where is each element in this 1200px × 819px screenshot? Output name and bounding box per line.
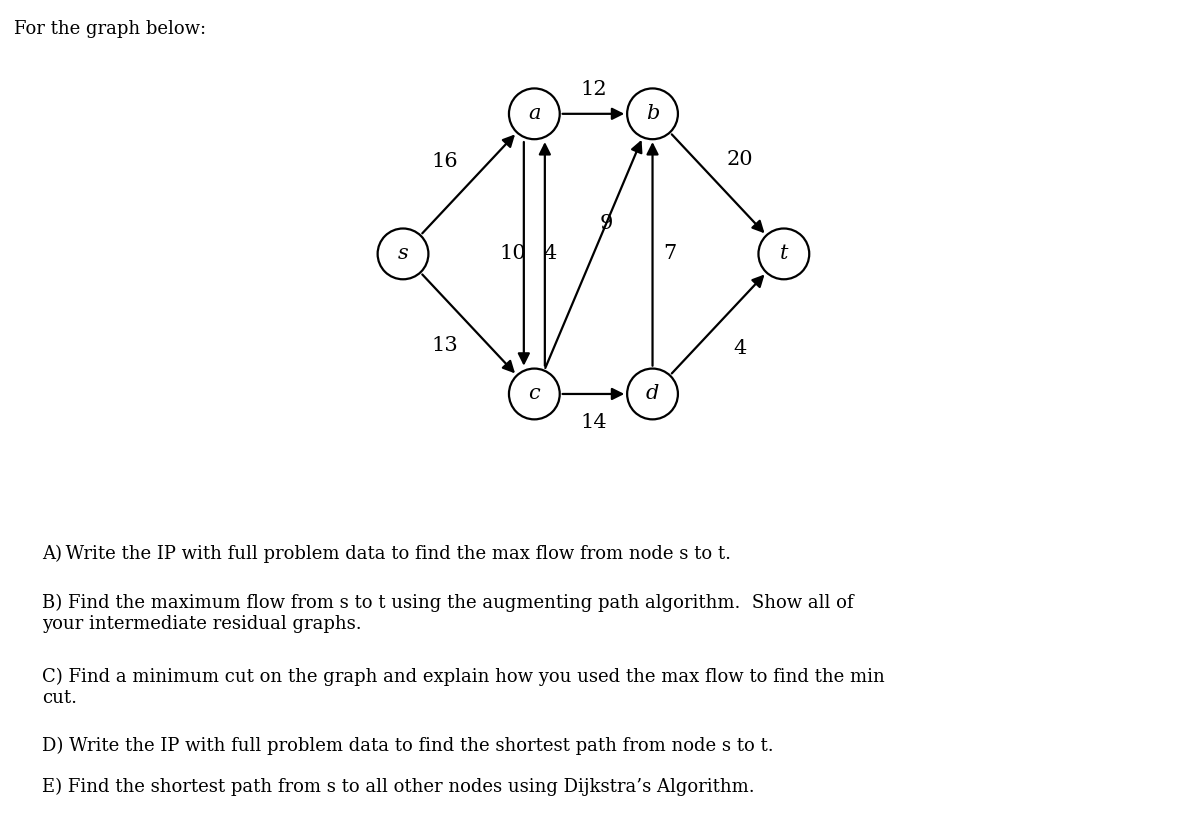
Text: 4: 4 xyxy=(544,244,557,264)
Circle shape xyxy=(378,229,428,279)
Circle shape xyxy=(628,369,678,419)
Text: s: s xyxy=(397,244,408,264)
Circle shape xyxy=(758,229,809,279)
Text: b: b xyxy=(646,104,659,124)
Text: For the graph below:: For the graph below: xyxy=(14,20,206,38)
Text: a: a xyxy=(528,104,540,124)
Text: 10: 10 xyxy=(499,244,526,264)
Text: 20: 20 xyxy=(727,150,754,170)
Text: 16: 16 xyxy=(431,152,458,171)
Circle shape xyxy=(628,88,678,139)
Text: B) Find the maximum flow from s to t using the augmenting path algorithm.  Show : B) Find the maximum flow from s to t usi… xyxy=(42,594,853,633)
Text: 4: 4 xyxy=(733,338,746,358)
Text: 14: 14 xyxy=(580,413,607,432)
Text: 13: 13 xyxy=(431,337,458,355)
Text: t: t xyxy=(780,244,788,264)
Text: d: d xyxy=(646,384,659,404)
Text: C) Find a minimum cut on the graph and explain how you used the max flow to find: C) Find a minimum cut on the graph and e… xyxy=(42,667,884,707)
Text: E) Find the shortest path from s to all other nodes using Dijkstra’s Algorithm.: E) Find the shortest path from s to all … xyxy=(42,778,755,796)
Circle shape xyxy=(509,88,559,139)
Text: A) Write the IP with full problem data to find the max flow from node s to t.: A) Write the IP with full problem data t… xyxy=(42,545,731,563)
Text: D) Write the IP with full problem data to find the shortest path from node s to : D) Write the IP with full problem data t… xyxy=(42,737,774,755)
Text: 9: 9 xyxy=(600,214,613,233)
Text: c: c xyxy=(528,384,540,404)
Circle shape xyxy=(509,369,559,419)
Text: 12: 12 xyxy=(580,80,607,99)
Text: 7: 7 xyxy=(664,244,677,264)
